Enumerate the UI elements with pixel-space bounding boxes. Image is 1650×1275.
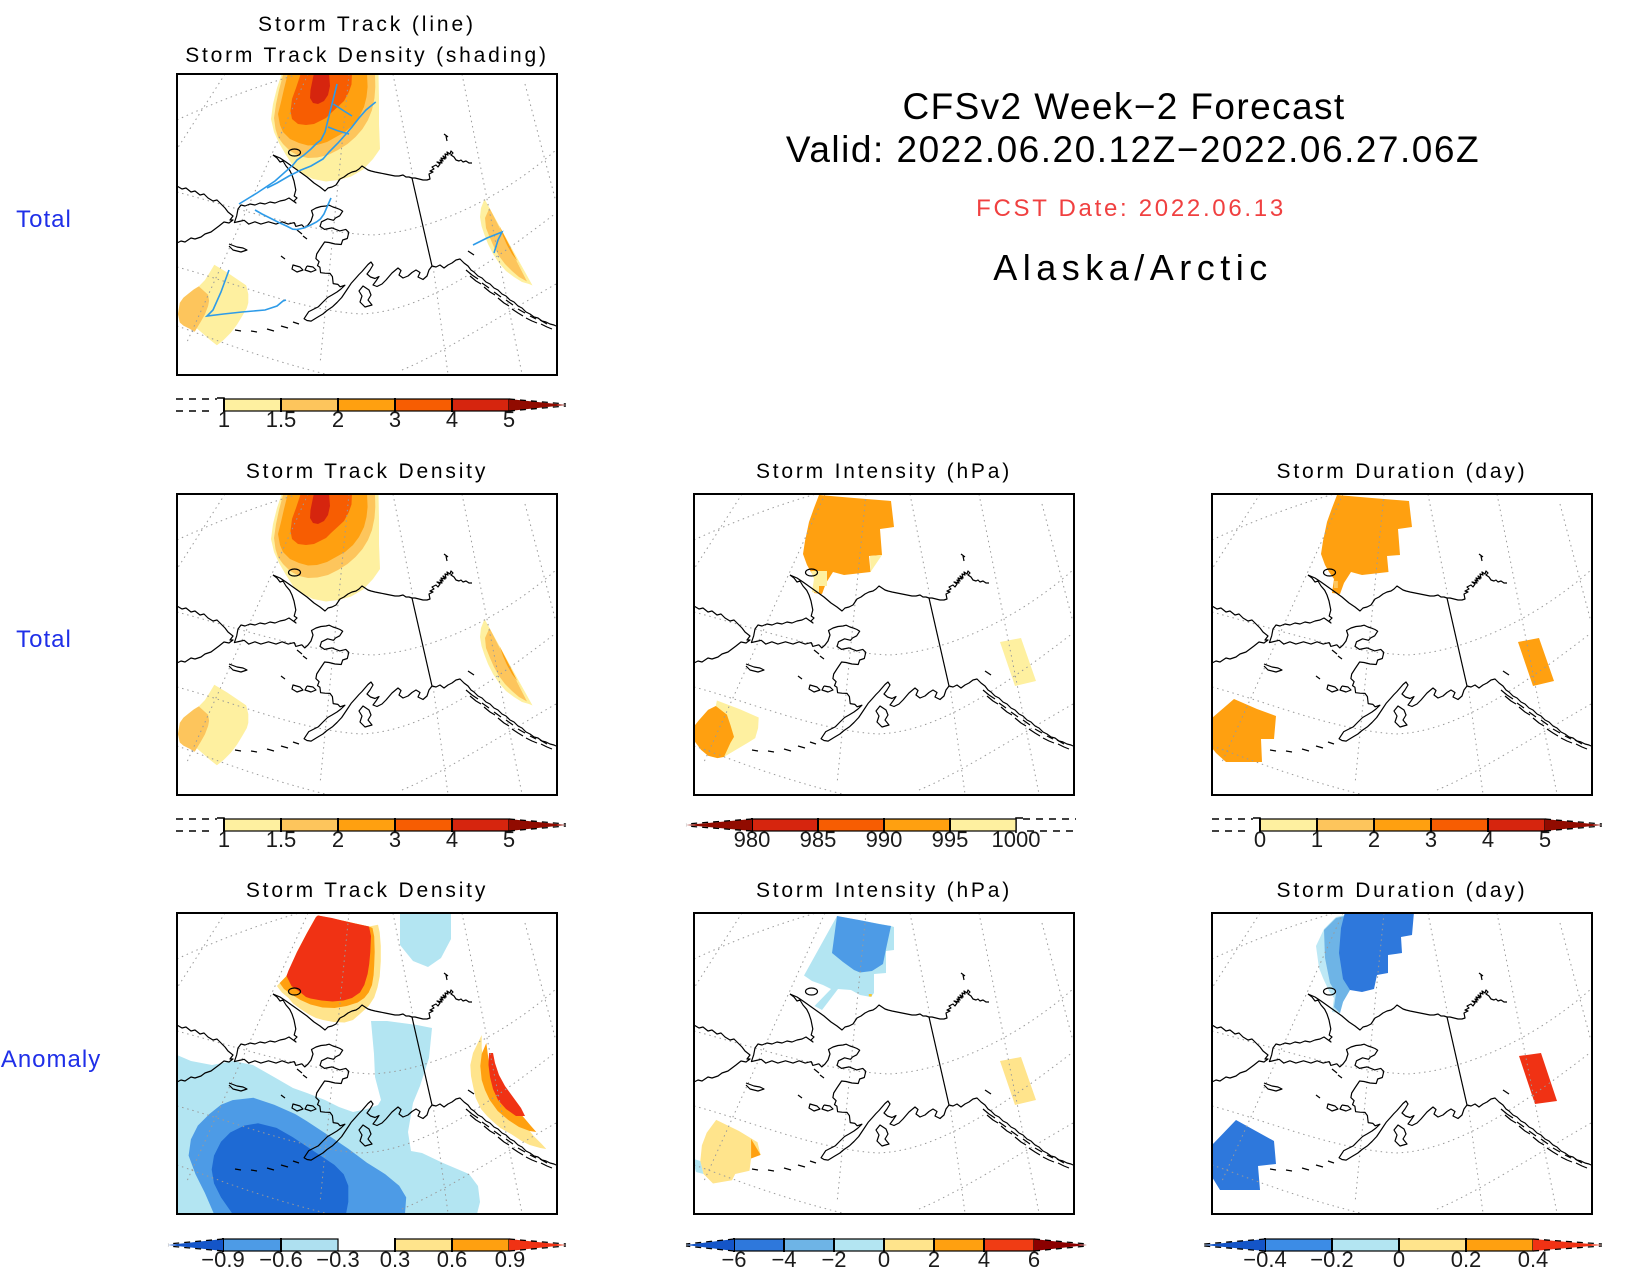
- svg-text:0.6: 0.6: [437, 1247, 468, 1272]
- svg-text:985: 985: [800, 827, 837, 852]
- svg-text:1: 1: [218, 827, 230, 852]
- svg-text:5: 5: [1539, 827, 1551, 852]
- svg-text:1.5: 1.5: [266, 407, 297, 432]
- svg-text:−6: −6: [721, 1247, 746, 1272]
- svg-text:990: 990: [866, 827, 903, 852]
- svg-text:Storm Track Density: Storm Track Density: [246, 879, 488, 902]
- svg-text:4: 4: [1482, 827, 1494, 852]
- svg-text:3: 3: [389, 827, 401, 852]
- svg-text:0: 0: [878, 1247, 890, 1272]
- svg-text:CFSv2 Week−2 Forecast: CFSv2 Week−2 Forecast: [902, 86, 1345, 127]
- svg-text:3: 3: [1425, 827, 1437, 852]
- svg-text:−2: −2: [821, 1247, 846, 1272]
- svg-text:1: 1: [218, 407, 230, 432]
- svg-text:Storm Track Density: Storm Track Density: [246, 460, 488, 483]
- svg-text:2: 2: [928, 1247, 940, 1272]
- svg-text:Storm Track (line): Storm Track (line): [258, 13, 476, 36]
- svg-text:995: 995: [932, 827, 969, 852]
- svg-text:Valid: 2022.06.20.12Z−2022.06: Valid: 2022.06.20.12Z−2022.06.27.06Z: [786, 129, 1480, 170]
- svg-text:980: 980: [734, 827, 771, 852]
- svg-text:Total: Total: [16, 626, 72, 653]
- svg-text:1: 1: [1311, 827, 1323, 852]
- svg-text:Storm Duration (day): Storm Duration (day): [1277, 879, 1528, 902]
- svg-text:5: 5: [503, 407, 515, 432]
- svg-text:4: 4: [978, 1247, 990, 1272]
- svg-text:FCST Date: 2022.06.13: FCST Date: 2022.06.13: [976, 195, 1286, 222]
- svg-text:2: 2: [332, 407, 344, 432]
- svg-text:−0.6: −0.6: [259, 1247, 302, 1272]
- svg-text:4: 4: [446, 827, 458, 852]
- svg-text:0: 0: [1393, 1247, 1405, 1272]
- svg-text:Storm Track Density (shadin: Storm Track Density (shading): [185, 44, 549, 67]
- svg-text:0.4: 0.4: [1518, 1247, 1549, 1272]
- svg-text:Storm Intensity (hPa): Storm Intensity (hPa): [756, 460, 1012, 483]
- svg-text:1000: 1000: [992, 827, 1041, 852]
- svg-text:Total: Total: [16, 206, 72, 233]
- svg-text:Storm Intensity (hPa): Storm Intensity (hPa): [756, 879, 1012, 902]
- svg-text:3: 3: [389, 407, 401, 432]
- svg-text:Storm Duration (day): Storm Duration (day): [1277, 460, 1528, 483]
- svg-text:5: 5: [503, 827, 515, 852]
- svg-text:Alaska/Arctic: Alaska/Arctic: [993, 247, 1273, 288]
- svg-text:2: 2: [332, 827, 344, 852]
- svg-text:−0.9: −0.9: [201, 1247, 244, 1272]
- svg-text:−4: −4: [771, 1247, 796, 1272]
- svg-text:0: 0: [1254, 827, 1266, 852]
- svg-text:1.5: 1.5: [266, 827, 297, 852]
- svg-text:4: 4: [446, 407, 458, 432]
- svg-text:−0.2: −0.2: [1310, 1247, 1353, 1272]
- svg-text:Anomaly: Anomaly: [1, 1046, 101, 1073]
- svg-text:6: 6: [1028, 1247, 1040, 1272]
- svg-text:−0.4: −0.4: [1243, 1247, 1286, 1272]
- svg-text:0.2: 0.2: [1451, 1247, 1482, 1272]
- svg-text:0.9: 0.9: [495, 1247, 526, 1272]
- svg-text:2: 2: [1368, 827, 1380, 852]
